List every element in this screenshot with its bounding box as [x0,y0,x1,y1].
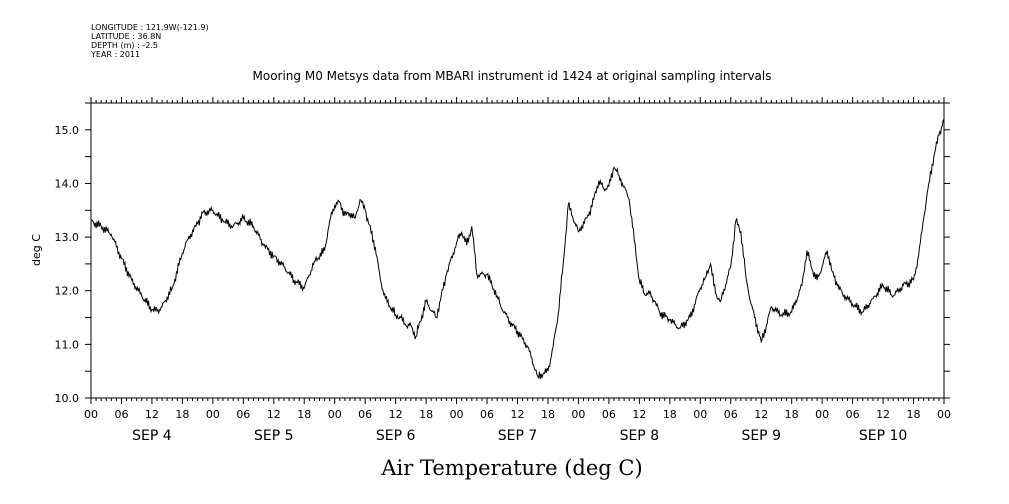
x-hour-label: 06 [114,408,128,421]
axis-ticks [85,97,950,404]
x-hour-label: 00 [206,408,220,421]
x-hour-label: 18 [541,408,555,421]
x-day-label: SEP 10 [859,428,907,444]
x-hour-label: 18 [419,408,433,421]
x-hour-label: 06 [724,408,738,421]
x-hour-label: 06 [358,408,372,421]
x-hour-label: 12 [267,408,281,421]
y-tick-label: 13.0 [55,231,80,244]
latitude-label: LATITUDE : 36.8N [91,32,161,41]
y-tick-label: 15.0 [55,124,80,137]
x-hour-label: 00 [328,408,342,421]
x-day-label: SEP 9 [741,428,781,444]
x-day-label: SEP 7 [498,428,538,444]
x-day-label: SEP 5 [254,428,294,444]
x-hour-label: 18 [907,408,921,421]
y-tick-label: 11.0 [55,338,80,351]
x-hour-label: 00 [450,408,464,421]
x-hour-label: 12 [145,408,159,421]
plot-frame [90,102,945,399]
y-tick-labels: 10.0 11.0 12.0 13.0 14.0 15.0 [55,124,80,405]
x-axis-label: Air Temperature (deg C) [380,456,642,480]
longitude-label: LONGITUDE : 121.9W(-121.9) [91,23,209,32]
x-hour-label: 12 [632,408,646,421]
x-hour-label: 18 [175,408,189,421]
x-hour-label: 06 [846,408,860,421]
depth-label: DEPTH (m) : -2.5 [91,41,158,50]
x-hour-label: 00 [84,408,98,421]
x-hour-label: 00 [571,408,585,421]
y-tick-label: 10.0 [55,392,80,405]
chart-title: Mooring M0 Metsys data from MBARI instru… [253,69,772,83]
y-tick-label: 12.0 [55,285,80,298]
x-day-labels: SEP 4 SEP 5 SEP 6 SEP 7 SEP 8 SEP 9 SEP 10 [132,428,907,444]
x-day-label: SEP 6 [376,428,416,444]
x-hour-label: 18 [785,408,799,421]
x-hour-label: 18 [297,408,311,421]
x-hour-label: 00 [815,408,829,421]
x-hour-label: 00 [937,408,951,421]
air-temperature-series-line [90,118,945,380]
x-day-label: SEP 4 [132,428,172,444]
x-hour-label: 12 [876,408,890,421]
x-day-label: SEP 8 [620,428,660,444]
y-tick-label: 14.0 [55,177,80,190]
y-axis-label: deg C [30,234,43,266]
x-hour-label: 06 [480,408,494,421]
metadata-block: LONGITUDE : 121.9W(-121.9) LATITUDE : 36… [90,23,209,59]
x-hour-label: 06 [602,408,616,421]
x-hour-label: 12 [511,408,525,421]
x-hour-label: 12 [389,408,403,421]
x-hour-label: 12 [754,408,768,421]
x-hour-label: 00 [693,408,707,421]
x-hour-label: 06 [236,408,250,421]
x-hour-tick-labels: 00 06 12 18 00 06 12 18 00 06 12 18 00 06 12 18 00 06 12 18… [84,408,951,421]
year-label: YEAR : 2011 [90,50,140,59]
x-hour-label: 18 [663,408,677,421]
